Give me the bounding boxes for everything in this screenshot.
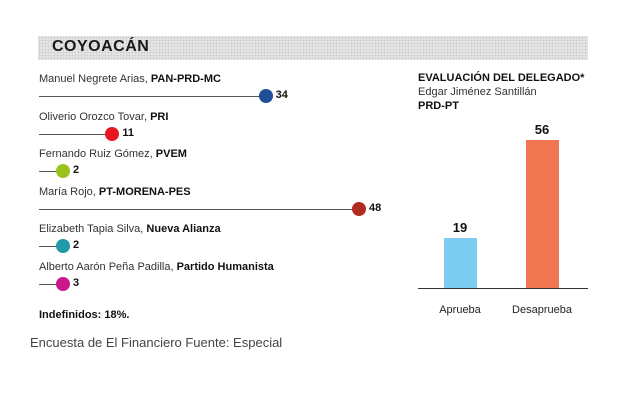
candidate-label: Manuel Negrete Arias, PAN-PRD-MC — [39, 73, 221, 85]
candidate-name: Alberto Aarón Peña Padilla, — [39, 260, 177, 273]
candidate-label: Fernando Ruiz Gómez, PVEM — [39, 148, 187, 160]
candidate-dot — [56, 276, 70, 291]
candidate-name: Manuel Negrete Arias, — [39, 73, 151, 85]
evaluation-bar-value: 19 — [452, 219, 468, 235]
candidate-party: PVEM — [155, 148, 187, 160]
candidate-name: María Rojo, — [39, 185, 99, 198]
evaluation-bar — [443, 237, 477, 288]
candidate-track — [39, 283, 63, 285]
evaluation-bar-value: 56 — [534, 122, 550, 137]
candidate-value: 3 — [73, 276, 80, 289]
candidate-track — [39, 208, 359, 210]
candidate-party: Nueva Alianza — [146, 223, 221, 235]
evaluation-category-label: Aprueba — [439, 304, 481, 316]
candidate-track — [39, 171, 63, 172]
evaluation-delegate-party: PRD-PT — [418, 100, 459, 112]
candidate-label: María Rojo, PT-MORENA-PES — [39, 186, 191, 198]
candidate-party: PAN-PRD-MC — [150, 73, 221, 85]
candidate-value: 34 — [275, 89, 288, 101]
candidate-dot — [105, 126, 120, 141]
candidate-label: Alberto Aarón Peña Padilla, Partido Huma… — [39, 261, 274, 273]
candidate-track — [39, 133, 113, 135]
candidate-label: Elizabeth Tapia Silva, Nueva Alianza — [39, 223, 221, 235]
image-caption: Encuesta de El Financiero Fuente: Especi… — [30, 335, 283, 350]
candidate-name: Fernando Ruiz Gómez, — [39, 148, 156, 160]
candidate-value: 2 — [73, 239, 80, 251]
candidate-value: 11 — [122, 126, 134, 139]
chart-title: COYOACÁN — [52, 38, 150, 55]
candidate-party: PT-MORENA-PES — [98, 185, 191, 198]
candidate-name: Elizabeth Tapia Silva, — [39, 223, 147, 235]
candidate-track — [39, 246, 63, 247]
title-bar: COYOACÁN — [38, 36, 588, 60]
evaluation-delegate-name: Edgar Jiménez Santillán — [418, 86, 537, 98]
candidate-dot — [56, 164, 70, 178]
candidate-dot — [352, 201, 366, 216]
candidate-track — [39, 96, 266, 97]
evaluation-category-label: Desaprueba — [512, 304, 572, 316]
evaluation-bar — [525, 140, 559, 288]
candidate-label: Oliverio Orozco Tovar, PRI — [39, 111, 168, 123]
poll-card: COYOACÁN Manuel Negrete Arias, PAN-PRD-M… — [30, 30, 600, 330]
candidate-name: Oliverio Orozco Tovar, — [39, 110, 151, 123]
candidate-value: 48 — [369, 201, 382, 214]
candidate-dot — [56, 239, 70, 253]
candidate-dot — [258, 89, 273, 103]
candidate-value: 2 — [73, 164, 80, 176]
candidate-party: Partido Humanista — [176, 260, 274, 273]
evaluation-title: EVALUACIÓN DEL DELEGADO* — [418, 72, 585, 84]
candidate-party: PRI — [150, 110, 169, 123]
undecided-note: Indefinidos: 18%. — [39, 309, 130, 321]
bar-baseline — [418, 288, 588, 289]
